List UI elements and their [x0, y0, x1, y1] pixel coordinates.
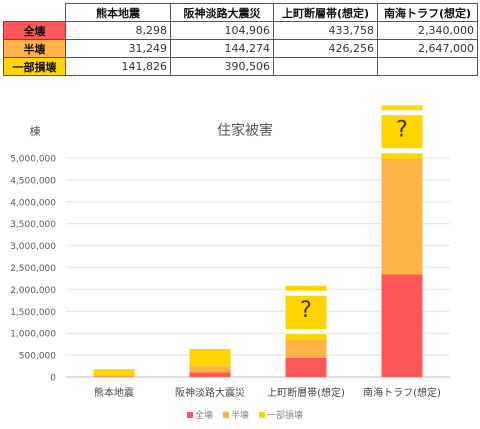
- bar-segment: [381, 158, 423, 275]
- table-cell: 433,758: [273, 21, 378, 40]
- bar-segment: [189, 366, 231, 373]
- x-tick-label: 南海トラフ(想定): [363, 386, 441, 399]
- y-tick-label: 500,000: [19, 352, 56, 362]
- table-cell: [273, 57, 378, 76]
- table-cell: 141,826: [65, 57, 171, 76]
- bar-separator: [285, 328, 327, 334]
- y-axis-label: 棟: [30, 124, 41, 138]
- table-cell: [377, 57, 478, 76]
- legend-swatch: [259, 412, 265, 418]
- table-row: 全壊 8,298 104,906 433,758 2,340,000: [3, 21, 478, 40]
- column-header: 上町断層帯(想定): [273, 3, 378, 22]
- legend-label: 一部損壊: [267, 409, 303, 421]
- damage-table: 熊本地震 阪神淡路大震災 上町断層帯(想定) 南海トラフ(想定) 全壊 8,29…: [3, 3, 478, 76]
- y-tick-label: 3,000,000: [10, 242, 56, 252]
- column-header: 阪神淡路大震災: [170, 3, 274, 22]
- y-tick-label: 5,000,000: [10, 155, 56, 165]
- x-tick-label: 阪神淡路大震災: [175, 386, 245, 399]
- legend-label: 半壊: [231, 409, 249, 421]
- table-cell: 390,506: [170, 57, 274, 76]
- bar-segment: [285, 339, 327, 359]
- bar-segment: [189, 348, 231, 367]
- unknown-marker: ?: [300, 298, 312, 323]
- table-cell: 2,340,000: [377, 21, 478, 40]
- legend-swatch: [223, 412, 229, 418]
- column-header: 南海トラフ(想定): [377, 3, 478, 22]
- bar-segment: [189, 372, 231, 377]
- bar-segment: [93, 375, 135, 377]
- x-tick-label: 熊本地震: [94, 386, 134, 399]
- unknown-marker: ?: [396, 117, 408, 142]
- table-cell: 31,249: [65, 39, 171, 58]
- y-tick-label: 4,000,000: [10, 198, 56, 208]
- table-cell: 144,274: [170, 39, 274, 58]
- y-tick-label: 2,000,000: [10, 286, 56, 296]
- y-tick-label: 2,500,000: [10, 264, 56, 274]
- chart-title: 住家被害: [217, 122, 273, 139]
- legend-label: 全壊: [195, 409, 213, 421]
- table-cell: 104,906: [170, 21, 274, 40]
- x-tick-label: 上町断層帯(想定): [267, 386, 345, 399]
- table-cell: 8,298: [65, 21, 171, 40]
- bar-segment: [285, 358, 327, 377]
- row-header-hankai: 半壊: [3, 39, 66, 58]
- y-tick-label: 0: [50, 374, 56, 384]
- table-corner-cell: [4, 4, 66, 22]
- y-tick-label: 1,500,000: [10, 308, 56, 318]
- table-cell: 2,647,000: [377, 39, 478, 58]
- bar-separator: [381, 148, 423, 154]
- table-header-row: 熊本地震 阪神淡路大震災 上町断層帯(想定) 南海トラフ(想定): [4, 3, 478, 22]
- bar-segment: [381, 274, 423, 377]
- y-tick-label: 1,000,000: [10, 330, 56, 340]
- row-header-zenkai: 全壊: [3, 21, 66, 40]
- y-tick-label: 3,500,000: [10, 220, 56, 230]
- table-cell: 426,256: [273, 39, 378, 58]
- table-row: 半壊 31,249 144,274 426,256 2,647,000: [3, 39, 478, 58]
- y-tick-label: 4,500,000: [10, 176, 56, 186]
- row-header-ichibu-sonkai: 一部損壊: [3, 57, 66, 76]
- table-row: 一部損壊 141,826 390,506: [3, 57, 478, 76]
- bar-segment: [93, 369, 135, 376]
- legend-swatch: [187, 412, 193, 418]
- damage-stacked-bar-chart: 住家被害 棟 0 500,000 1,000,000 1,500,000 2,000,000…: [10, 105, 450, 421]
- bar-separator: [381, 110, 423, 116]
- bar-separator: [285, 290, 327, 296]
- column-header: 熊本地震: [65, 3, 171, 22]
